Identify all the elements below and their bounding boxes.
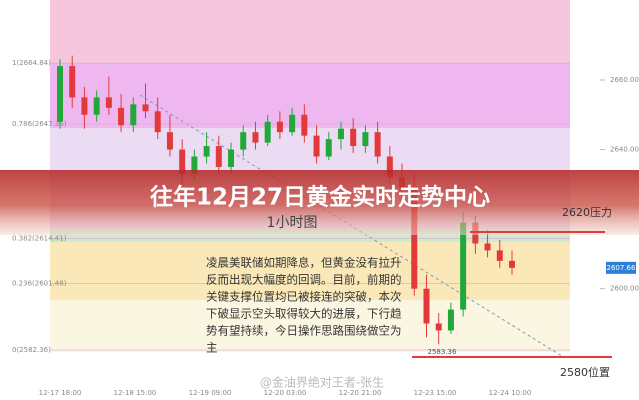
y2-tick-label: 2600.00 xyxy=(610,285,639,293)
plot: 1(2664.84) 0.786(2647.36) 0.382(2614.41) 0.… xyxy=(12,55,639,397)
candle-body xyxy=(105,97,112,108)
x-tick-label: 12-18 15:00 xyxy=(114,389,157,397)
y-tick-label: 0.786(2647.36) xyxy=(12,120,67,128)
candle-body xyxy=(301,114,308,136)
low-label: 2583.36 xyxy=(428,348,457,356)
x-tick-label: 12-19 09:00 xyxy=(189,389,232,397)
candle-body xyxy=(191,156,198,174)
resistance-label: 2620压力 xyxy=(562,206,612,219)
note-line: 凌晨美联储如期降息，但黄金没有拉升 xyxy=(206,256,402,270)
title-banner xyxy=(0,170,639,235)
price-label: 2607.66 xyxy=(607,264,636,272)
note-line: 势有望持续，今日操作思路围绕做空为 xyxy=(206,324,402,338)
note-line: 主 xyxy=(206,341,218,355)
candle-body xyxy=(240,132,247,150)
candle-body xyxy=(166,132,173,150)
candle-body xyxy=(179,149,186,174)
candle-body xyxy=(69,66,76,98)
y-tick-label: 0.382(2614.41) xyxy=(12,235,67,243)
candle-body xyxy=(362,132,369,147)
candle-body xyxy=(142,104,149,112)
candle-body xyxy=(447,309,454,331)
candle-body xyxy=(276,121,283,133)
candle-body xyxy=(435,323,442,331)
candle-body xyxy=(215,146,222,167)
candle-body xyxy=(264,121,271,143)
candle-body xyxy=(93,97,100,115)
x-tick-label: 12-20 21:00 xyxy=(339,389,382,397)
note-line: 反而出现大幅度的回调。目前，前期的 xyxy=(206,273,402,287)
note-line: 下破显示空头取得较大的进展，下行趋 xyxy=(206,307,402,321)
subtitle: 1小时图 xyxy=(267,215,318,231)
y-tick-label: 0(2582.36) xyxy=(12,346,51,354)
watermark: @金油界绝对王者-张生 xyxy=(260,375,384,390)
x-tick-label: 12-17 18:00 xyxy=(39,389,82,397)
candle-body xyxy=(289,114,296,133)
candle-body xyxy=(337,128,344,140)
candle-body xyxy=(81,97,88,115)
candle-body xyxy=(203,146,210,157)
title: 往年12月27日黄金实时走势中心 xyxy=(150,184,490,211)
price-tag xyxy=(606,261,636,274)
fib-bands xyxy=(50,0,570,359)
candle-body xyxy=(423,288,430,324)
x-tick-label: 12-20 03:00 xyxy=(264,389,307,397)
y2-tick-label: 2640.00 xyxy=(610,146,639,154)
candle-body xyxy=(228,149,235,167)
candle-body xyxy=(374,132,381,157)
x-tick-label: 12-24 10:00 xyxy=(489,389,532,397)
support-label: 2580位置 xyxy=(560,365,610,379)
candle-body xyxy=(118,107,125,126)
y-tick-label: 1(2664.84) xyxy=(12,59,51,67)
y2-tick-label: 2660.00 xyxy=(610,76,639,84)
candle-body xyxy=(496,250,503,261)
candle-body xyxy=(130,104,137,126)
candle-body xyxy=(411,187,418,289)
candle-body xyxy=(350,128,357,147)
candle-body xyxy=(252,132,259,143)
candle-body xyxy=(325,139,332,157)
x-tick-label: 12-23 15:00 xyxy=(414,389,457,397)
candle-body xyxy=(57,66,63,122)
candle-body xyxy=(484,243,491,251)
candle-body xyxy=(460,222,467,310)
candle-body xyxy=(154,111,161,133)
y-tick-label: 0.236(2601.48) xyxy=(12,280,67,288)
candle-body xyxy=(386,156,393,178)
candle-body xyxy=(313,135,320,157)
note-line: 关键支撑位置均已被接连的突破，本次 xyxy=(206,290,402,304)
candle-body xyxy=(509,260,515,268)
